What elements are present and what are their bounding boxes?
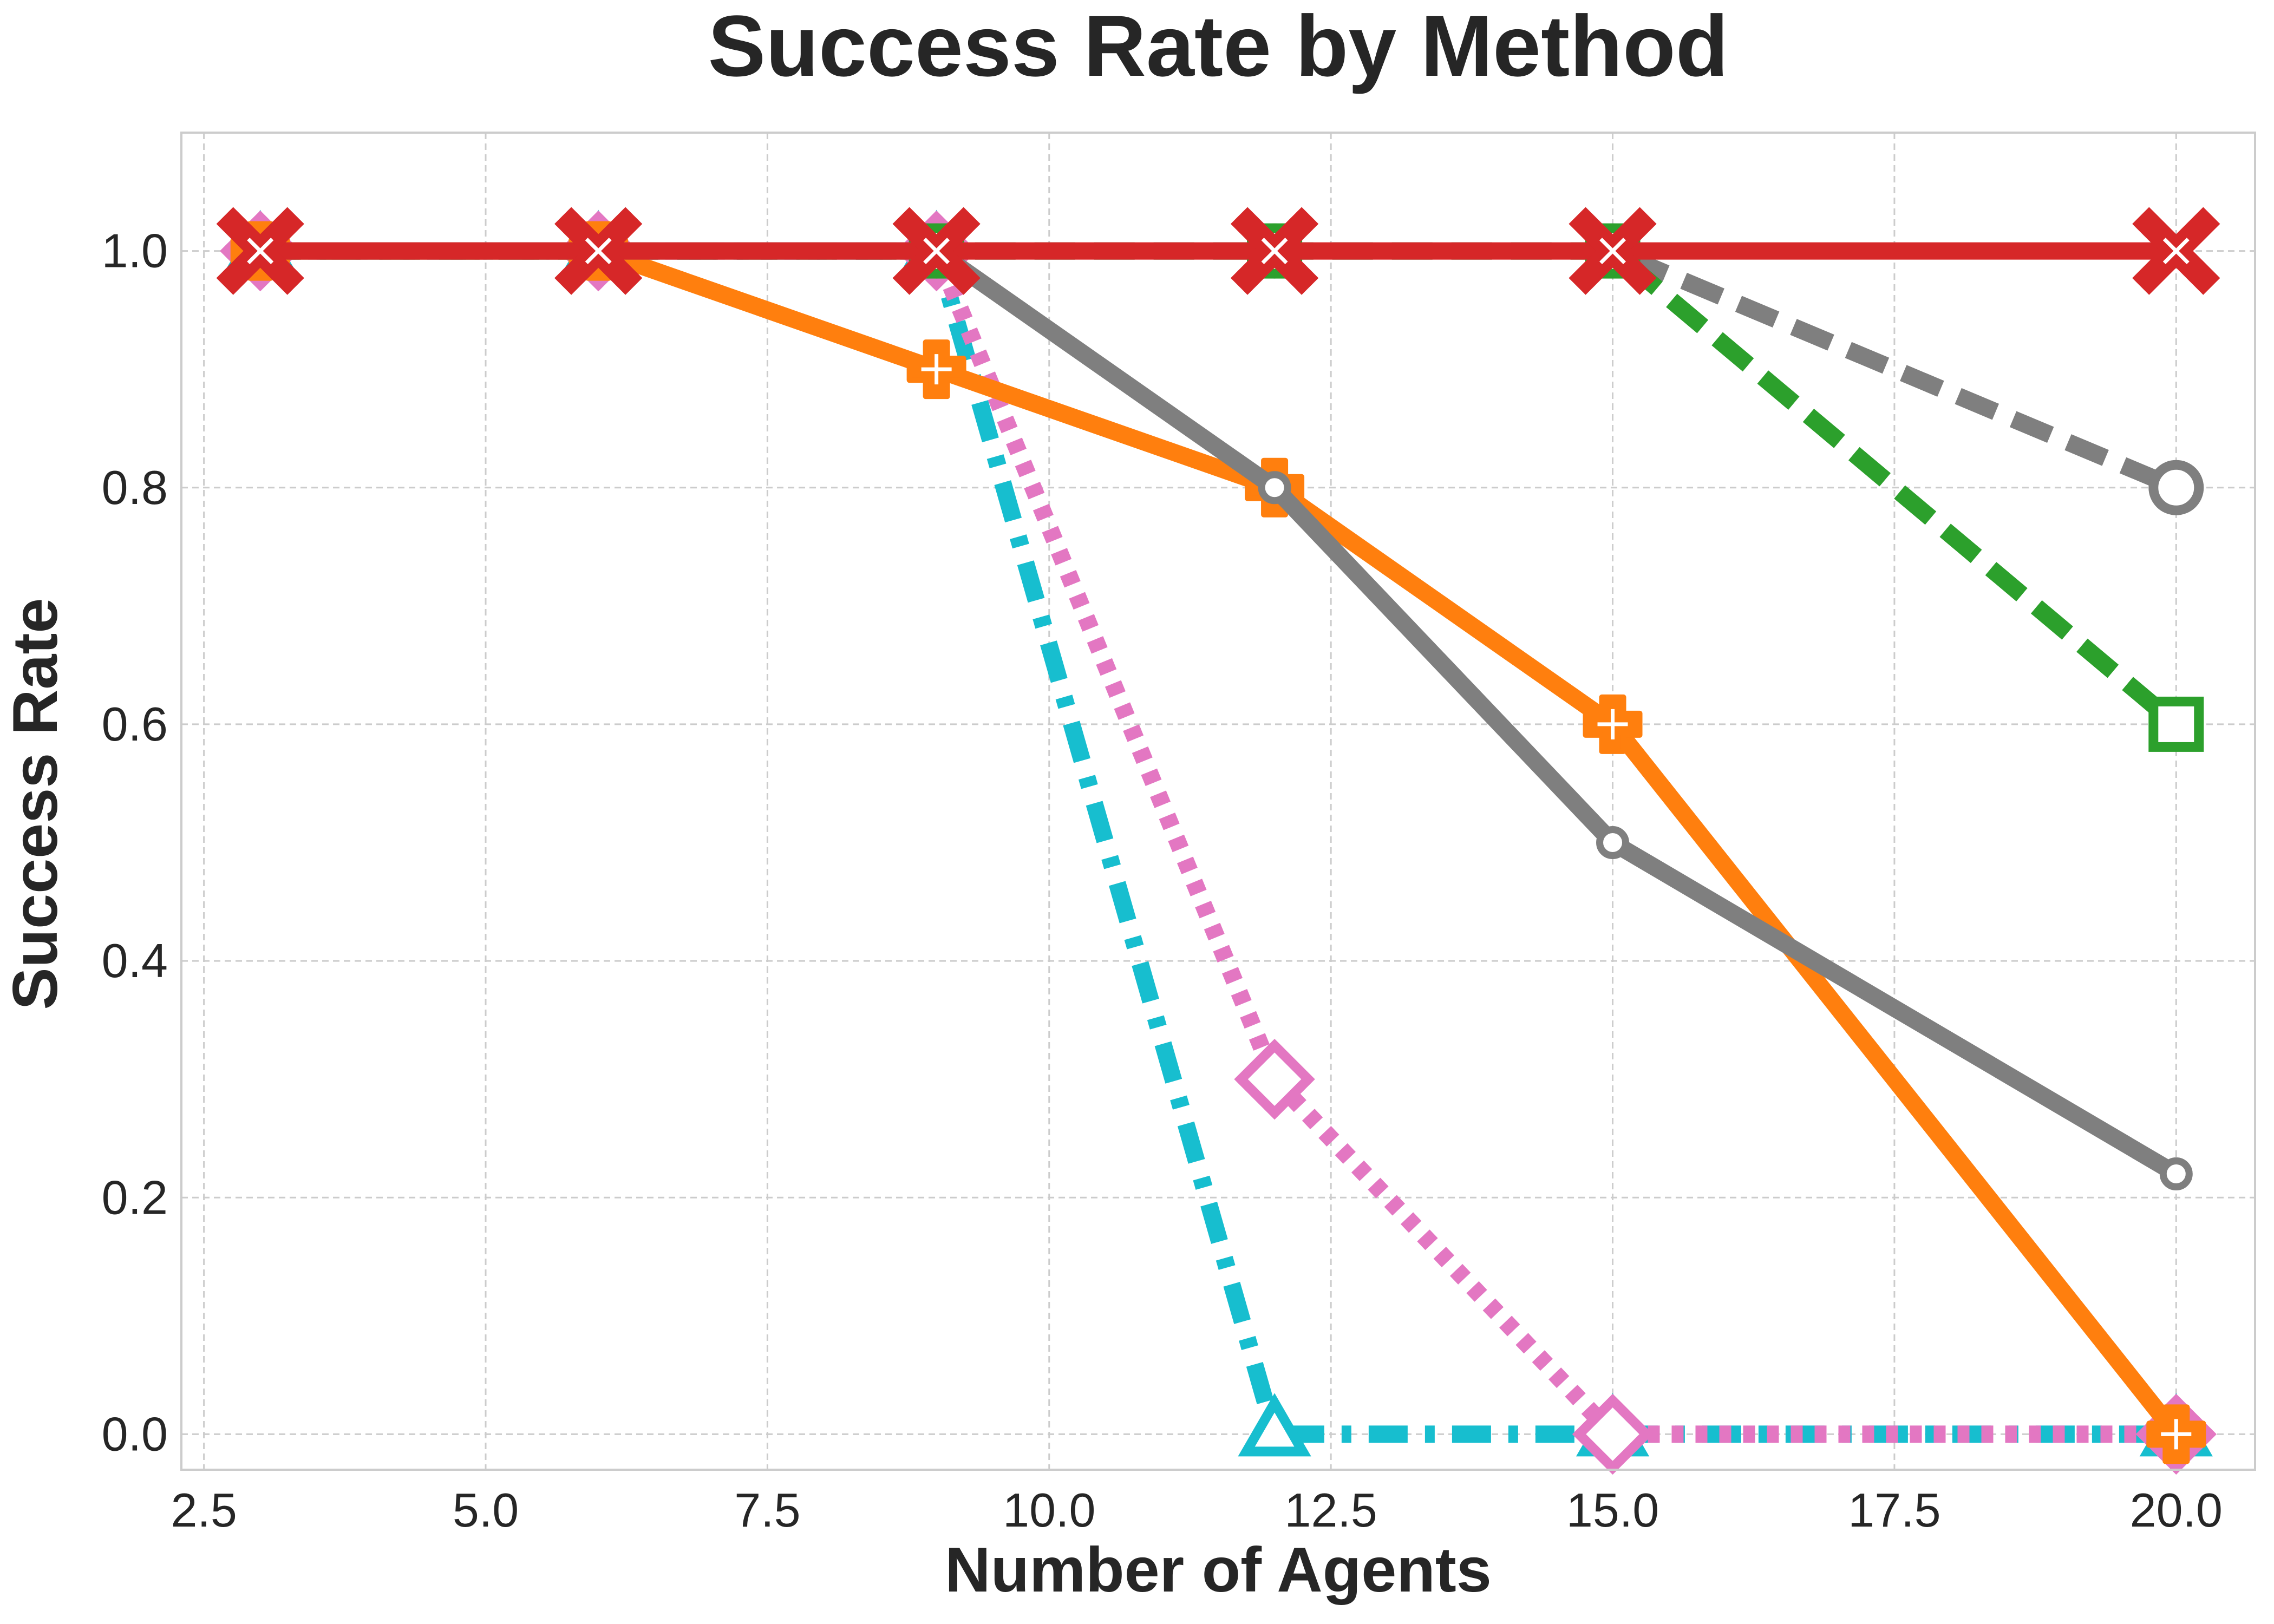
series-line (260, 242, 2177, 1443)
data-point-marker (1258, 471, 1291, 505)
chart-title: Success Rate by Method (708, 0, 1729, 94)
marker-x-highlight (923, 238, 950, 265)
tick-labels: 2.5 5.0 7.5 10.0 12.5 15.0 17.5 20.0 0.0 0.2 0.4 0.… (102, 224, 2223, 1537)
x-tick-label: 15.0 (1566, 1483, 1659, 1537)
series-group (216, 207, 2220, 1475)
marker-x-highlight (1261, 238, 1288, 265)
marker-x-highlight (1599, 238, 1626, 265)
marker-plus-highlight (1597, 709, 1628, 739)
y-tick-label: 0.6 (102, 697, 168, 751)
x-axis-label: Number of Agents (945, 1534, 1492, 1605)
marker-x-highlight (247, 238, 274, 265)
marker-x-highlight (2162, 238, 2190, 265)
x-tick-label: 5.0 (453, 1483, 519, 1537)
y-tick-label: 0.2 (102, 1170, 168, 1224)
data-point-marker (1238, 1393, 1311, 1457)
plot-frame (180, 132, 2256, 1471)
y-tick-label: 0.0 (102, 1407, 168, 1461)
marker-plus-highlight (921, 354, 952, 385)
marker-plus-highlight (2161, 1419, 2192, 1450)
data-point-marker (1234, 1038, 1315, 1120)
x-tick-label: 17.5 (1848, 1483, 1940, 1537)
marker-x-highlight (585, 238, 612, 265)
data-point-marker (2148, 460, 2204, 515)
series-7 (216, 207, 2220, 295)
data-point-marker (1572, 1393, 1654, 1475)
x-tick-label: 10.0 (1003, 1483, 1095, 1537)
y-axis-label: Success Rate (0, 598, 70, 1010)
x-tick-label: 2.5 (171, 1483, 237, 1537)
y-tick-label: 1.0 (102, 224, 168, 278)
x-tick-label: 7.5 (734, 1483, 800, 1537)
x-tick-label: 20.0 (2130, 1483, 2223, 1537)
y-tick-label: 0.8 (102, 461, 168, 514)
data-point-marker (2148, 696, 2204, 752)
data-point-marker (1596, 826, 1630, 860)
y-tick-label: 0.4 (102, 934, 168, 987)
plot-area (181, 133, 2255, 1470)
data-point-marker (2159, 1157, 2193, 1191)
x-tick-label: 12.5 (1285, 1483, 1377, 1537)
